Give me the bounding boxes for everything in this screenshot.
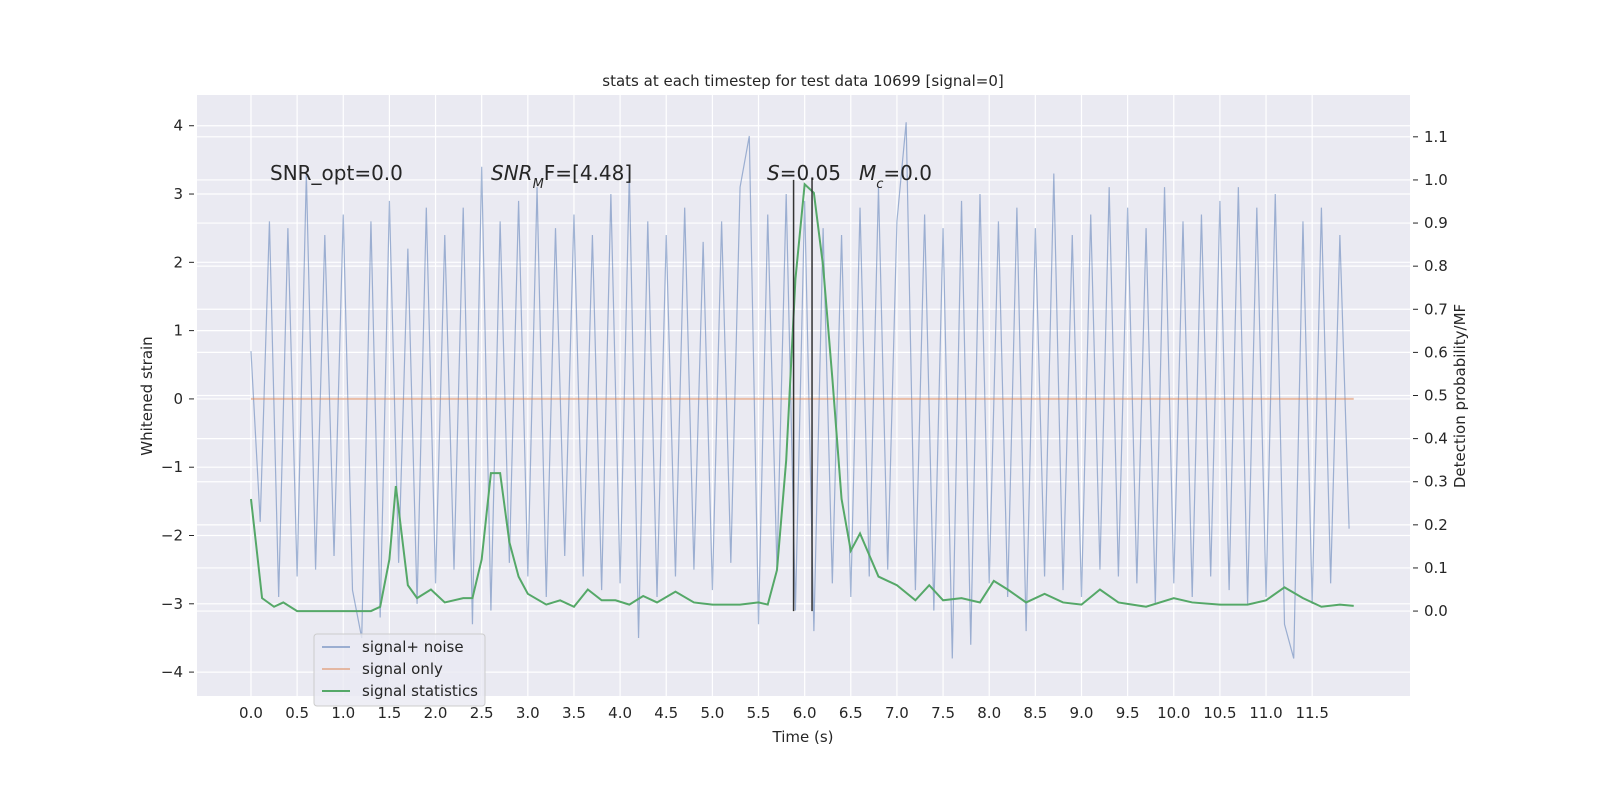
x-tick-label: 2.5	[470, 704, 494, 722]
y-tick-label: −3	[161, 595, 183, 613]
x-tick-label: 7.0	[885, 704, 909, 722]
annotation: Mc=0.0	[859, 161, 932, 192]
y2-tick-label: 0.4	[1424, 430, 1448, 448]
y2-tick-label: 0.1	[1424, 559, 1448, 577]
axes: 0.0 0.5 1.0 1.5 2.0 2.5 3.0 3.5 4.0 4.5 5.0 5.5 6.0 6…	[161, 117, 1448, 722]
y2-axis-label: Detection probability/MF	[1451, 304, 1469, 488]
y2-tick-label: 1.0	[1424, 171, 1448, 189]
x-tick-label: 0.5	[285, 704, 309, 722]
x-tick-label: 7.5	[931, 704, 955, 722]
legend-label: signal only	[362, 660, 443, 678]
legend-box	[313, 633, 486, 707]
annotation-part: M	[533, 177, 544, 192]
y-tick-label: −2	[161, 527, 183, 545]
annotation: SNRMF=[4.48]	[491, 161, 632, 192]
y2-tick-label: 0.9	[1424, 214, 1448, 232]
annotation-part: SNR_opt=0.0	[270, 161, 403, 185]
y-tick-label: −4	[161, 663, 183, 681]
y2-tick-label: 0.2	[1424, 516, 1448, 534]
x-tick-label: 5.0	[700, 704, 724, 722]
x-tick-label: 9.0	[1070, 704, 1094, 722]
y-axis-label: Whitened strain	[138, 336, 156, 455]
x-tick-label: 11.5	[1295, 704, 1328, 722]
annotation: SNR_opt=0.0	[270, 161, 403, 185]
y-tick-label: −1	[161, 458, 183, 476]
y-tick-label: 4	[173, 117, 183, 135]
chart-title: stats at each timestep for test data 106…	[602, 72, 1003, 90]
annotation-part: S	[767, 161, 780, 185]
series-line	[249, 182, 1354, 613]
x-tick-label: 10.0	[1157, 704, 1190, 722]
x-tick-label: 4.0	[608, 704, 632, 722]
x-tick-label: 2.0	[424, 704, 448, 722]
annotation-part: M	[859, 161, 876, 185]
x-tick-label: 3.5	[562, 704, 586, 722]
y2-tick-label: 0.8	[1424, 257, 1448, 275]
y-tick-label: 3	[173, 185, 183, 203]
annotation-part: =0.05	[780, 161, 841, 185]
x-tick-label: 9.5	[1116, 704, 1140, 722]
x-tick-label: 6.5	[839, 704, 863, 722]
x-tick-label: 10.5	[1203, 704, 1236, 722]
marks	[249, 122, 1354, 659]
x-tick-label: 1.0	[331, 704, 355, 722]
x-tick-label: 11.0	[1249, 704, 1282, 722]
y2-tick-label: 0.7	[1424, 300, 1448, 318]
legend-label: signal+ noise	[362, 638, 464, 656]
annotation-part: F=[4.48]	[544, 161, 632, 185]
annotation-part: c	[876, 177, 883, 192]
grid	[197, 95, 1410, 696]
y-tick-label: 1	[173, 322, 183, 340]
x-tick-label: 0.0	[239, 704, 263, 722]
y2-tick-label: 0.0	[1424, 602, 1448, 620]
x-tick-label: 4.5	[654, 704, 678, 722]
x-tick-label: 6.0	[793, 704, 817, 722]
y-tick-label: 2	[173, 253, 183, 271]
y2-tick-label: 0.3	[1424, 473, 1448, 491]
y-tick-label: 0	[173, 390, 183, 408]
annotation-part: SNR	[491, 161, 533, 185]
y2-tick-label: 0.6	[1424, 343, 1448, 361]
y2-tick-label: 1.1	[1424, 128, 1448, 146]
x-tick-label: 3.0	[516, 704, 540, 722]
x-tick-label: 5.5	[747, 704, 771, 722]
x-tick-label: 8.5	[1023, 704, 1047, 722]
annotation-part: =0.0	[883, 161, 932, 185]
annotation: S=0.05	[767, 161, 841, 185]
x-axis-label: Time (s)	[772, 728, 834, 746]
x-tick-label: 1.5	[377, 704, 401, 722]
legend-label: signal statistics	[362, 682, 478, 700]
series-line	[250, 122, 1350, 659]
y2-tick-label: 0.5	[1424, 387, 1448, 405]
x-tick-label: 8.0	[977, 704, 1001, 722]
